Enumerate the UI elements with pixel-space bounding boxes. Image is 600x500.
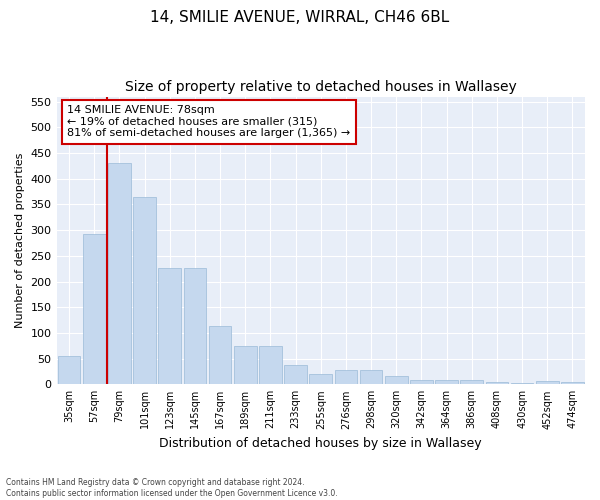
Bar bbox=[83, 234, 106, 384]
Bar bbox=[335, 370, 357, 384]
Bar bbox=[284, 365, 307, 384]
Bar bbox=[485, 382, 508, 384]
Bar bbox=[511, 383, 533, 384]
Text: 14, SMILIE AVENUE, WIRRAL, CH46 6BL: 14, SMILIE AVENUE, WIRRAL, CH46 6BL bbox=[151, 10, 449, 25]
Bar bbox=[360, 370, 382, 384]
Bar bbox=[259, 346, 282, 385]
Bar bbox=[209, 326, 232, 384]
Y-axis label: Number of detached properties: Number of detached properties bbox=[15, 152, 25, 328]
Bar bbox=[58, 356, 80, 384]
Bar bbox=[410, 380, 433, 384]
Bar bbox=[108, 164, 131, 384]
Bar bbox=[385, 376, 407, 384]
X-axis label: Distribution of detached houses by size in Wallasey: Distribution of detached houses by size … bbox=[160, 437, 482, 450]
Bar bbox=[234, 346, 257, 385]
Bar bbox=[435, 380, 458, 384]
Bar bbox=[310, 374, 332, 384]
Bar bbox=[536, 381, 559, 384]
Text: Contains HM Land Registry data © Crown copyright and database right 2024.
Contai: Contains HM Land Registry data © Crown c… bbox=[6, 478, 338, 498]
Bar bbox=[184, 268, 206, 384]
Bar bbox=[460, 380, 483, 384]
Bar bbox=[158, 268, 181, 384]
Title: Size of property relative to detached houses in Wallasey: Size of property relative to detached ho… bbox=[125, 80, 517, 94]
Bar bbox=[561, 382, 584, 384]
Text: 14 SMILIE AVENUE: 78sqm
← 19% of detached houses are smaller (315)
81% of semi-d: 14 SMILIE AVENUE: 78sqm ← 19% of detache… bbox=[67, 105, 350, 138]
Bar bbox=[133, 197, 156, 384]
